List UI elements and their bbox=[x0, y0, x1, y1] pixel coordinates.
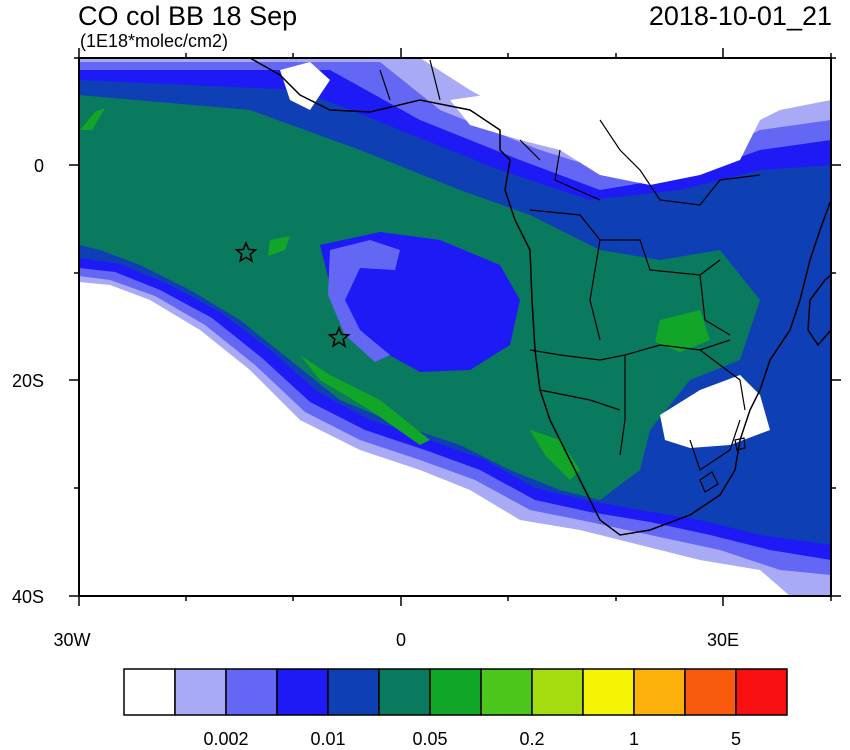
plume-level-6-streak-d bbox=[268, 236, 290, 256]
colorbar-swatch-7 bbox=[480, 668, 533, 716]
colorbar-swatch-3 bbox=[276, 668, 329, 716]
country-borders bbox=[379, 59, 761, 471]
x-tick-label-30w: 30W bbox=[53, 630, 90, 650]
colorbar-label-4: 1 bbox=[629, 729, 639, 749]
colorbar-swatch-0 bbox=[123, 668, 176, 716]
plume-level-6-streak-b bbox=[300, 355, 430, 445]
swaziland-border bbox=[734, 437, 746, 451]
colorbar-label-5: 5 bbox=[731, 729, 741, 749]
plume-level-6-streak-c bbox=[655, 310, 710, 352]
map-panel bbox=[79, 58, 831, 596]
colorbar-label-1: 0.01 bbox=[310, 729, 345, 749]
x-tick-label-30e: 30E bbox=[707, 630, 739, 650]
plume-level-6-streak-e bbox=[530, 430, 580, 480]
plume-level-6-streak-a bbox=[80, 108, 105, 130]
colorbar-swatch-9 bbox=[582, 668, 635, 716]
colorbar-swatch-8 bbox=[531, 668, 584, 716]
marker-star-1 bbox=[234, 240, 258, 263]
colorbar-swatch-4 bbox=[327, 668, 380, 716]
y-ticks bbox=[69, 57, 841, 597]
x-tick-label-0: 0 bbox=[396, 630, 406, 650]
map-title: CO col BB 18 Sep bbox=[78, 1, 298, 31]
colorbar-swatch-5 bbox=[378, 668, 431, 716]
y-tick-label-0: 0 bbox=[34, 156, 44, 176]
colorbar-swatch-12 bbox=[735, 668, 788, 716]
y-tick-label-40s: 40S bbox=[12, 587, 44, 607]
x-ticks bbox=[78, 48, 832, 606]
plume-inner-hole-light bbox=[328, 240, 400, 362]
colorbar-swatch-6 bbox=[429, 668, 482, 716]
colorbar-label-0: 0.002 bbox=[203, 729, 248, 749]
colorbar-label-3: 0.2 bbox=[519, 729, 544, 749]
marker-star-2 bbox=[327, 325, 351, 348]
colorbar-swatch-10 bbox=[633, 668, 686, 716]
map-frame bbox=[78, 57, 832, 597]
y-tick-label-20s: 20S bbox=[12, 371, 44, 391]
colorbar-swatch-2 bbox=[225, 668, 278, 716]
africa-coastline bbox=[249, 58, 831, 536]
northwest-white-region bbox=[280, 62, 330, 110]
lesotho-border bbox=[699, 471, 719, 493]
colorbar-swatch-1 bbox=[174, 668, 227, 716]
madagascar bbox=[807, 274, 831, 347]
colorbar-swatch-11 bbox=[684, 668, 737, 716]
colorbar: 0.002 0.01 0.05 0.2 1 5 bbox=[123, 668, 788, 749]
datetime-label: 2018-10-01_21 bbox=[648, 1, 832, 31]
units-label: (1E18*molec/cm2) bbox=[80, 31, 229, 51]
colorbar-label-2: 0.05 bbox=[412, 729, 447, 749]
north-white-region bbox=[450, 62, 760, 185]
